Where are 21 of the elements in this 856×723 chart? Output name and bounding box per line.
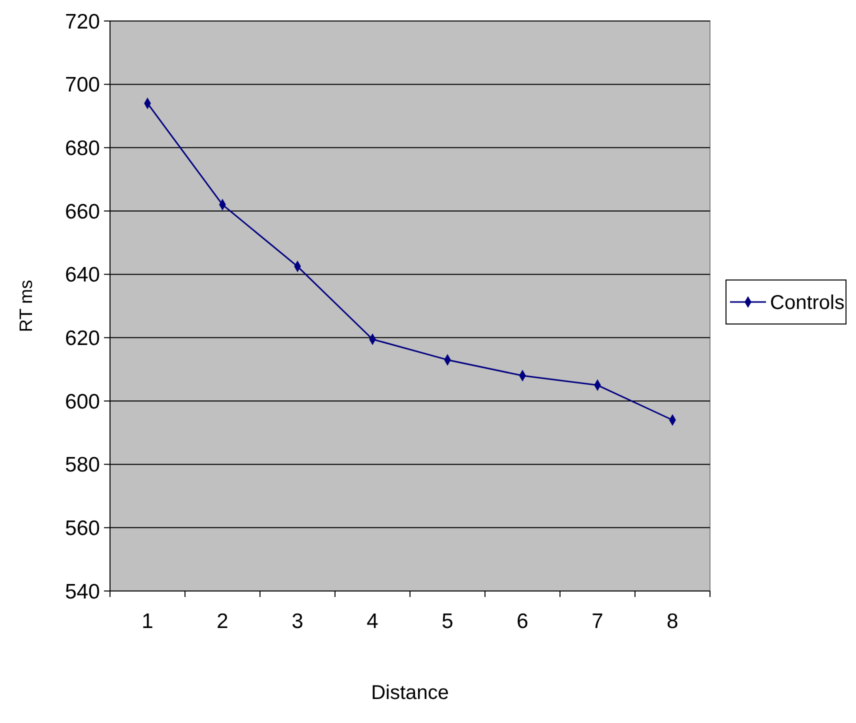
x-tick-label: 1: [142, 610, 154, 633]
y-tick-label: 660: [64, 200, 100, 224]
x-tick-label: 5: [442, 610, 454, 633]
y-tick-label: 600: [64, 390, 100, 414]
x-tick-label: 6: [516, 610, 528, 633]
x-tick-label: 3: [292, 610, 304, 633]
y-tick-label: 700: [64, 74, 100, 97]
x-tick-label: 8: [666, 610, 678, 633]
x-tick-label: 4: [366, 610, 379, 633]
y-tick-label: 720: [64, 10, 100, 34]
y-tick-label: 640: [64, 264, 100, 287]
y-tick-label: 560: [64, 517, 100, 540]
y-tick-label: 620: [64, 327, 100, 350]
y-tick-label: 540: [64, 580, 100, 604]
y-tick-label: 680: [64, 137, 100, 160]
x-tick-label: 2: [216, 610, 228, 633]
x-axis-title: Distance: [371, 682, 449, 704]
x-tick-label: 7: [592, 610, 604, 633]
y-axis-title: RT ms: [16, 280, 36, 332]
legend-label: Controls: [770, 292, 844, 314]
y-tick-label: 580: [64, 454, 100, 477]
